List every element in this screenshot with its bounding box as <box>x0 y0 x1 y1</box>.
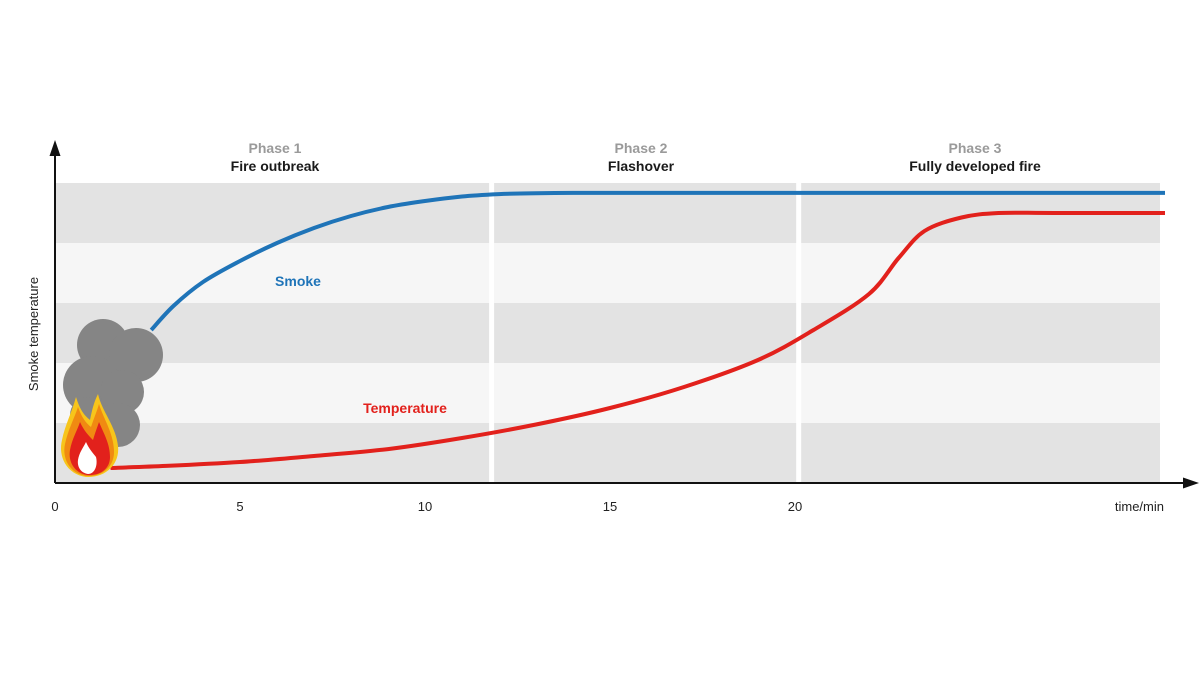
grid-band <box>55 423 1160 483</box>
grid-band <box>55 243 1160 303</box>
series-line-smoke <box>149 190 1165 332</box>
grid-band <box>55 303 1160 363</box>
x-axis <box>55 477 1199 489</box>
y-axis-label: Smoke temperature <box>26 277 41 391</box>
series-labels: Smoke Temperature <box>275 273 447 416</box>
phase-divider <box>489 183 495 483</box>
flame-icon <box>61 394 119 478</box>
y-axis <box>49 140 61 483</box>
background-bands <box>55 183 1160 483</box>
x-tick-labels: 0 5 10 15 20 <box>51 499 802 514</box>
phase-number-label: Phase 3 <box>949 140 1002 156</box>
series-line-temperature <box>110 210 1165 470</box>
phase-name-label: Fully developed fire <box>909 158 1041 174</box>
phase-labels: Phase 1 Fire outbreak Phase 2 Flashover Phas… <box>231 140 1041 174</box>
phase-divider <box>796 183 802 483</box>
x-axis-label: time/min <box>1115 499 1164 514</box>
x-tick-label: 10 <box>418 499 432 514</box>
phase-dividers <box>489 183 802 483</box>
x-tick-label: 0 <box>51 499 58 514</box>
y-axis-arrow-icon <box>49 140 61 156</box>
x-axis-arrow-icon <box>1183 477 1199 489</box>
grid-band <box>55 363 1160 423</box>
series-label-temperature: Temperature <box>363 400 447 416</box>
x-tick-label: 5 <box>236 499 243 514</box>
series-label-smoke: Smoke <box>275 273 321 289</box>
x-tick-label: 15 <box>603 499 617 514</box>
x-tick-label: 20 <box>788 499 802 514</box>
series-lines <box>110 190 1165 470</box>
phase-name-label: Flashover <box>608 158 675 174</box>
phase-number-label: Phase 2 <box>615 140 668 156</box>
phase-number-label: Phase 1 <box>249 140 302 156</box>
smoke-cloud-icon <box>63 319 163 447</box>
phase-name-label: Fire outbreak <box>231 158 320 174</box>
